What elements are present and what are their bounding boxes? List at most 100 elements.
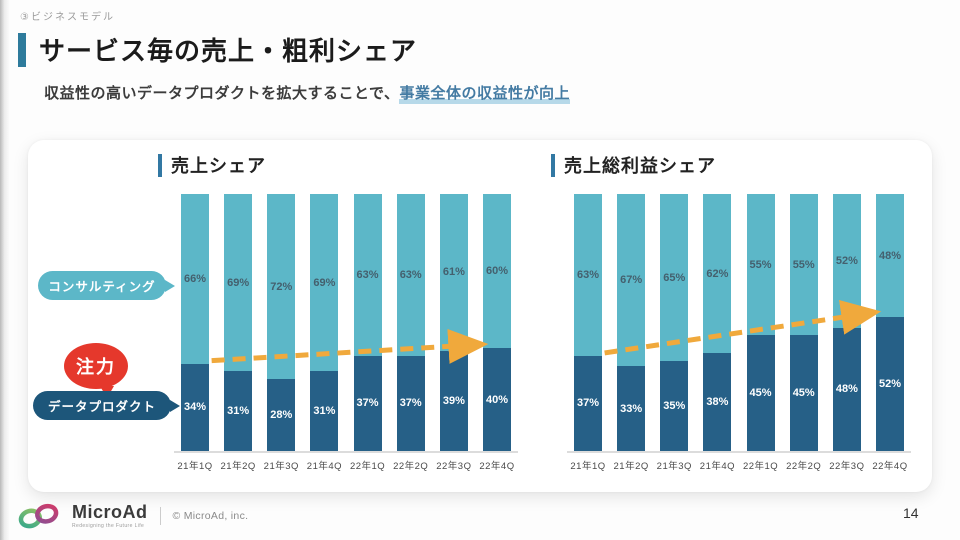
bar-segment-dark: 31% <box>310 371 339 451</box>
category-label: 22年3Q <box>829 461 865 472</box>
screen-edge-shadow <box>0 0 10 540</box>
bar-value-label: 38% <box>706 396 729 409</box>
legend-consulting-label: コンサルティング <box>48 280 156 294</box>
bar-value-label: 33% <box>620 402 643 415</box>
bar-value-label: 61% <box>442 266 465 279</box>
bar-segment-dark: 37% <box>574 355 602 451</box>
chart-title: 売上シェア <box>171 156 266 176</box>
bar-segment-light: 55% <box>789 194 818 336</box>
bar-segment-light: 69% <box>224 194 253 372</box>
bar-plot: 63% 37% 67% 33% 65% 35% 62% 38% 55% 45% 55% 45% 52% 4… <box>567 194 911 472</box>
bar-column: 61% 39% <box>439 194 468 451</box>
bar-value-label: 67% <box>620 274 643 287</box>
category-label: 22年2Q <box>393 461 429 472</box>
brand-block: MicroAd Redesigning the Future Life <box>72 503 148 529</box>
focus-badge: 注力 <box>64 343 128 398</box>
category-label: 21年1Q <box>177 461 213 472</box>
copyright-text: © MicroAd, inc. <box>172 510 249 522</box>
bar-value-label: 55% <box>792 258 815 271</box>
bar-column: 63% 37% <box>353 194 382 451</box>
brand-tagline: Redesigning the Future Life <box>72 523 145 529</box>
bar-segment-dark: 33% <box>617 366 646 451</box>
bar-column: 55% 45% <box>789 194 818 451</box>
bar-segment-dark: 40% <box>482 348 511 451</box>
bar-value-label: 37% <box>399 397 422 410</box>
bar-area: 66% 34% 69% 31% 72% 28% 69% 31% 63% 37% 63% 37% 61% 3… <box>174 194 518 453</box>
bar-value-label: 72% <box>270 280 293 293</box>
legend-data-product-label: データプロダクト <box>47 400 156 414</box>
speech-tail-icon <box>165 280 175 292</box>
bar-segment-light: 63% <box>353 194 382 356</box>
bar-value-label: 63% <box>576 268 600 281</box>
category-label: 21年4Q <box>306 461 343 472</box>
bar-segment-dark: 28% <box>267 379 296 451</box>
bar-value-label: 66% <box>183 272 207 285</box>
bar-value-label: 52% <box>835 254 858 267</box>
bar-segment-dark: 37% <box>353 355 382 451</box>
bar-value-label: 65% <box>663 271 686 284</box>
bar-segment-dark: 34% <box>181 363 209 451</box>
bar-segment-light: 63% <box>574 194 602 356</box>
bar-segment-dark: 48% <box>832 327 861 451</box>
bar-segment-light: 63% <box>396 194 425 356</box>
bar-segment-dark: 31% <box>224 371 253 451</box>
category-row: 21年1Q 21年2Q 21年3Q 21年4Q 22年1Q 22年2Q 22年3Q 22年4Q <box>174 458 518 472</box>
bar-segment-light: 69% <box>310 194 339 372</box>
bar-value-label: 45% <box>792 387 815 400</box>
bar-value-label: 34% <box>183 401 207 414</box>
bar-column: 69% 31% <box>310 194 339 451</box>
page-title: サービス毎の売上・粗利シェア <box>39 36 418 66</box>
bar-value-label: 62% <box>706 267 729 280</box>
bar-value-label: 39% <box>442 394 465 407</box>
category-label: 21年2Q <box>613 461 649 472</box>
bar-column: 66% 34% <box>181 194 209 451</box>
bar-plot: 66% 34% 69% 31% 72% 28% 69% 31% 63% 37% 63% 37% 61% 3… <box>174 194 518 472</box>
bar-column: 62% 38% <box>703 194 732 451</box>
bar-value-label: 69% <box>227 276 250 289</box>
bar-segment-light: 62% <box>703 194 732 354</box>
bar-value-label: 35% <box>663 400 686 413</box>
chart-title-accent <box>551 153 555 177</box>
bar-column: 72% 28% <box>267 194 296 451</box>
brand-name: MicroAd <box>72 502 148 522</box>
bar-value-label: 40% <box>485 393 508 406</box>
bar-column: 63% 37% <box>574 194 602 451</box>
chart-title-row: 売上シェア <box>158 153 518 177</box>
bar-value-label: 63% <box>399 268 422 281</box>
bar-column: 55% 45% <box>746 194 775 451</box>
bar-segment-light: 61% <box>439 194 468 351</box>
category-label: 22年4Q <box>872 461 908 472</box>
bar-value-label: 31% <box>227 405 250 418</box>
category-label: 22年3Q <box>436 461 472 472</box>
infinity-logo-icon <box>18 503 59 529</box>
subtitle: 収益性の高いデータプロダクトを拡大することで、事業全体の収益性が向上 <box>44 82 570 104</box>
bar-segment-light: 60% <box>482 194 511 349</box>
title-row: サービス毎の売上・粗利シェア <box>18 31 417 68</box>
bar-segment-dark: 38% <box>703 353 732 451</box>
bar-column: 67% 33% <box>617 194 646 451</box>
speech-tail-icon <box>170 400 180 412</box>
bar-value-label: 63% <box>356 268 379 281</box>
title-accent-bar <box>18 32 26 67</box>
category-label: 22年1Q <box>742 461 779 472</box>
category-label: 21年3Q <box>656 461 692 472</box>
bar-column: 65% 35% <box>660 194 689 451</box>
subtitle-highlight: 事業全体の収益性が向上 <box>399 85 570 104</box>
category-label: 21年1Q <box>570 461 606 472</box>
legend-consulting-pill: コンサルティング <box>38 271 175 300</box>
category-label: 22年4Q <box>479 461 515 472</box>
bar-value-label: 69% <box>313 276 336 289</box>
bar-segment-dark: 39% <box>439 350 468 451</box>
bar-segment-light: 67% <box>617 194 646 367</box>
bar-segment-light: 72% <box>267 194 296 380</box>
revenue-share-chart: 売上シェア 66% 34% 69% 31% 72% 28% 69% 31% 63% 37% 63% 3… <box>158 153 518 472</box>
gross-profit-share-chart: 売上総利益シェア 63% 37% 67% 33% 65% 35% 62% 38% 55% 45% 5… <box>551 153 911 472</box>
category-label: 21年2Q <box>220 461 256 472</box>
bar-value-label: 60% <box>485 265 508 278</box>
category-label: 21年4Q <box>699 461 736 472</box>
chart-title: 売上総利益シェア <box>564 156 716 176</box>
bar-segment-light: 48% <box>875 194 904 318</box>
page-number: 14 <box>903 505 919 521</box>
category-row: 21年1Q 21年2Q 21年3Q 21年4Q 22年1Q 22年2Q 22年3Q 22年4Q <box>567 458 911 472</box>
bar-value-label: 37% <box>576 397 600 410</box>
